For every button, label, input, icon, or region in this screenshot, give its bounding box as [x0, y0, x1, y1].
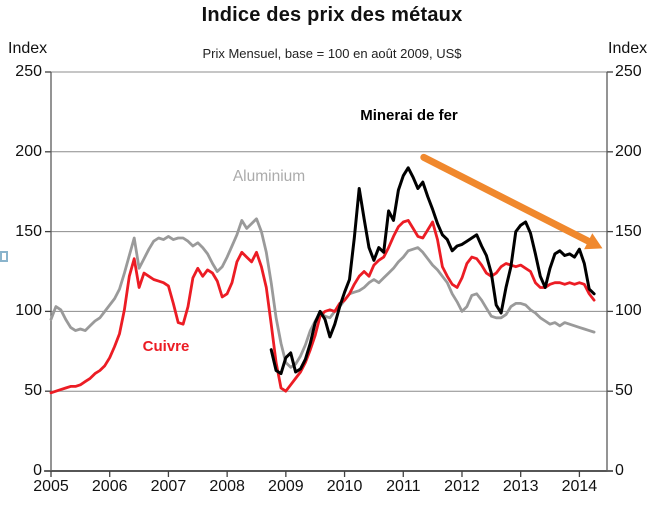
series-label-cuivre: Cuivre: [142, 338, 190, 355]
x-tick-label: 2008: [209, 478, 245, 495]
y-tick-label-left: 200: [15, 142, 42, 160]
y-tick-label-right: 150: [615, 222, 642, 240]
series-label-minerai-de-fer: Minerai de fer: [360, 107, 458, 124]
y-axis-label-left: Index: [8, 40, 48, 57]
y-tick-label-left: 250: [15, 63, 42, 80]
series-label-aluminium: Aluminium: [232, 168, 306, 185]
x-tick-label: 2011: [386, 478, 421, 495]
y-tick-label-right: 50: [615, 382, 633, 400]
trend-arrow-head: [584, 233, 603, 250]
x-tick-label: 2012: [444, 478, 480, 495]
y-tick-label-right: 0: [615, 462, 624, 479]
chart-subtitle: Prix Mensuel, base = 100 en août 2009, U…: [202, 46, 462, 61]
x-tick-label: 2007: [150, 478, 187, 495]
y-tick-label-right: 100: [615, 302, 642, 320]
y-tick-label-left: 150: [15, 222, 42, 240]
x-tick-label: 2009: [268, 478, 304, 495]
x-tick-label: 2005: [33, 478, 69, 495]
series-line-minerai-de-fer: [269, 166, 596, 376]
x-tick-label: 2006: [91, 478, 128, 495]
y-tick-label-left: 100: [15, 302, 42, 320]
y-tick-label-left: 0: [33, 462, 42, 479]
y-tick-label-left: 50: [24, 382, 42, 400]
trend-arrow: [420, 153, 592, 245]
y-axis-label-right: Index: [608, 40, 648, 57]
series-line-aluminium: [49, 217, 596, 369]
x-tick-label: 2013: [502, 478, 539, 495]
chart-title: Indice des prix des métaux: [201, 4, 463, 26]
y-tick-label-right: 250: [615, 63, 642, 80]
y-tick-label-right: 200: [615, 142, 642, 160]
x-tick-label: 2014: [561, 478, 598, 495]
screenshot-edge-artifact: [0, 251, 8, 262]
x-tick-label: 2010: [326, 478, 363, 495]
